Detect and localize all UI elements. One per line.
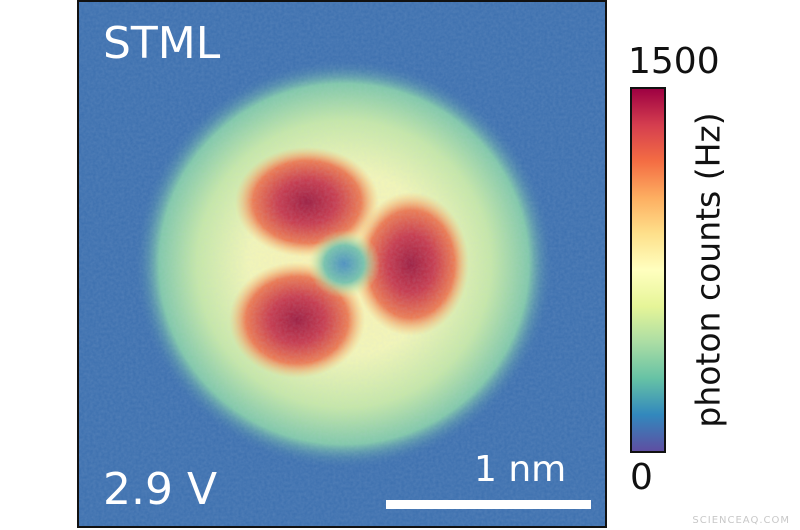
technique-label: STML — [103, 18, 221, 69]
scale-bar-label: 1 nm — [474, 449, 567, 490]
stml-photon-map: STML 2.9 V 1 nm — [77, 0, 607, 528]
colorbar-axis-label: photon counts (Hz) — [688, 112, 728, 428]
bias-voltage-label: 2.9 V — [103, 464, 218, 515]
colorbar-max-label: 1500 — [628, 41, 720, 82]
colorbar — [630, 87, 666, 453]
photon-map-image — [79, 2, 605, 526]
watermark: SCIENCEAQ.COM — [692, 515, 790, 526]
colorbar-min-label: 0 — [630, 457, 653, 498]
scale-bar — [386, 500, 591, 509]
